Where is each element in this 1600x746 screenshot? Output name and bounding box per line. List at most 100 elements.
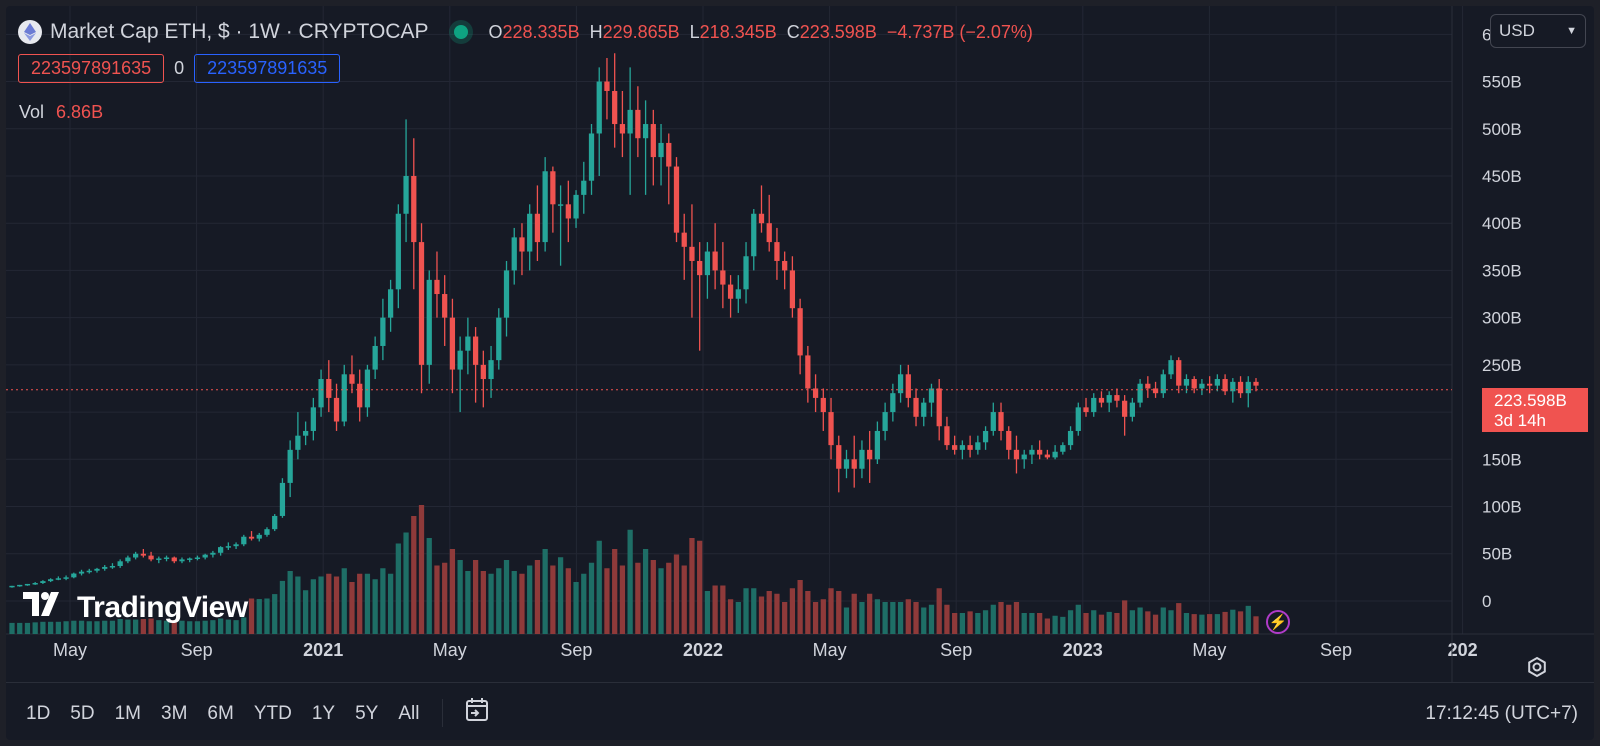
candle-body bbox=[140, 553, 146, 556]
volume-bar bbox=[109, 620, 116, 634]
range-button-1m[interactable]: 1M bbox=[114, 703, 141, 724]
candle-body bbox=[982, 430, 989, 443]
volume-bar bbox=[1091, 610, 1097, 634]
candle-body bbox=[333, 397, 340, 422]
volume-bar bbox=[32, 622, 38, 634]
volume-label[interactable]: Vol bbox=[19, 102, 45, 122]
range-buttons: 1D 5D 1M 3M 6M YTD 1Y 5Y All bbox=[26, 703, 419, 725]
candle-body bbox=[1013, 449, 1020, 460]
volume-bar bbox=[550, 565, 556, 634]
candle-body bbox=[117, 561, 123, 567]
candle-body bbox=[457, 350, 463, 370]
volume-bar bbox=[1029, 613, 1035, 634]
range-button-3m[interactable]: 3M bbox=[161, 703, 188, 724]
volume-bar bbox=[859, 602, 865, 634]
candle-body bbox=[395, 213, 401, 290]
candle-body bbox=[534, 213, 541, 243]
candle-body bbox=[797, 308, 803, 356]
candle-body bbox=[681, 232, 687, 247]
candle-body bbox=[48, 579, 54, 582]
candle-body bbox=[148, 555, 154, 560]
volume-bar bbox=[102, 620, 108, 634]
candle-body bbox=[279, 482, 286, 516]
candle-body bbox=[1106, 395, 1112, 403]
volume-bar bbox=[727, 599, 734, 634]
candle-body bbox=[735, 289, 741, 299]
range-button-1y[interactable]: 1Y bbox=[311, 703, 336, 724]
volume-bar bbox=[426, 538, 432, 634]
volume-bar bbox=[1013, 602, 1020, 634]
volume-bar bbox=[1129, 610, 1135, 634]
volume-bar bbox=[766, 591, 772, 634]
x-tick-label: Sep bbox=[1320, 640, 1352, 660]
candle-body bbox=[310, 407, 316, 431]
candle-body bbox=[890, 393, 896, 413]
x-tick-label: Sep bbox=[181, 640, 213, 660]
candle-body bbox=[256, 534, 262, 539]
symbol-title[interactable]: Market Cap ETH, $ · 1W · CRYPTOCAP bbox=[50, 20, 429, 43]
candle-body bbox=[928, 388, 935, 403]
candle-body bbox=[573, 194, 579, 219]
candle-body bbox=[511, 237, 517, 271]
volume-bar bbox=[712, 585, 718, 634]
volume-bar bbox=[782, 602, 788, 634]
candle-body bbox=[202, 554, 208, 558]
range-button-ytd[interactable]: YTD bbox=[253, 703, 292, 724]
volume-bar bbox=[511, 571, 517, 634]
candle-body bbox=[1122, 400, 1128, 417]
candle-body bbox=[1114, 395, 1120, 401]
volume-bar bbox=[488, 573, 494, 634]
volume-bar bbox=[503, 560, 510, 634]
y-tick-label: 300B bbox=[1482, 309, 1522, 328]
currency-select[interactable]: USD ▼ bbox=[1490, 14, 1586, 48]
candle-body bbox=[465, 336, 471, 351]
indicator-input-2[interactable]: 223597891635 bbox=[194, 54, 341, 83]
volume-bar bbox=[913, 602, 919, 634]
volume-bar bbox=[241, 617, 247, 634]
range-button-5d[interactable]: 5D bbox=[70, 703, 95, 724]
indicator-input-1[interactable]: 223597891635 bbox=[18, 54, 165, 83]
gear-icon[interactable] bbox=[1526, 656, 1548, 684]
clock[interactable]: 17:12:45 (UTC+7) bbox=[1425, 703, 1578, 724]
candle-body bbox=[1098, 397, 1105, 403]
candle-body bbox=[17, 584, 23, 587]
range-button-all[interactable]: All bbox=[398, 703, 420, 724]
volume-bar bbox=[944, 604, 950, 634]
candle-body bbox=[24, 583, 31, 586]
candle-body bbox=[975, 442, 981, 450]
candle-body bbox=[619, 124, 626, 134]
volume-bar bbox=[689, 538, 695, 634]
close-value: 223.598B bbox=[799, 21, 877, 42]
y-tick-label: 450B bbox=[1482, 167, 1522, 186]
candlestick-chart[interactable]: 050B100B150B200B250B300B350B400B450B500B… bbox=[6, 6, 1594, 682]
candle-body bbox=[905, 374, 911, 398]
volume-bar bbox=[619, 565, 626, 634]
range-button-6m[interactable]: 6M bbox=[207, 703, 234, 724]
volume-bar bbox=[658, 568, 664, 634]
candle-body bbox=[341, 374, 347, 422]
range-button-5y[interactable]: 5Y bbox=[355, 703, 379, 724]
volume-bar bbox=[133, 619, 139, 634]
volume-bar bbox=[1145, 611, 1151, 634]
volume-bar bbox=[434, 565, 440, 634]
candle-body bbox=[233, 544, 239, 547]
volume-bar bbox=[287, 571, 293, 634]
candle-body bbox=[596, 81, 602, 134]
candle-body bbox=[295, 435, 301, 450]
candle-body bbox=[40, 581, 46, 584]
candle-body bbox=[1021, 454, 1027, 460]
candle-body bbox=[248, 536, 255, 539]
candle-body bbox=[727, 284, 734, 299]
candle-body bbox=[1044, 454, 1051, 458]
candle-body bbox=[194, 557, 201, 560]
volume-bar bbox=[248, 598, 255, 634]
volume-bar bbox=[202, 620, 208, 634]
volume-bar bbox=[612, 549, 618, 634]
candle-body bbox=[650, 124, 656, 158]
calendar-icon[interactable] bbox=[464, 697, 490, 723]
candle-body bbox=[1037, 449, 1043, 455]
range-button-1d[interactable]: 1D bbox=[26, 703, 51, 724]
volume-bar bbox=[519, 573, 525, 634]
candle-body bbox=[812, 388, 819, 398]
lightning-icon[interactable]: ⚡ bbox=[1266, 610, 1290, 634]
